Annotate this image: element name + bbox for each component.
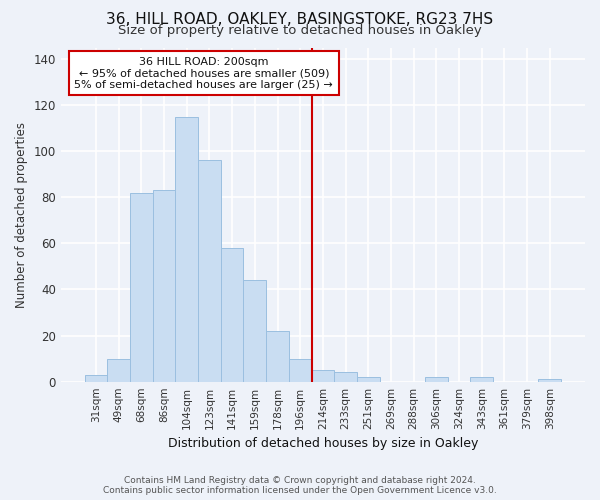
Y-axis label: Number of detached properties: Number of detached properties [15, 122, 28, 308]
Text: 36, HILL ROAD, OAKLEY, BASINGSTOKE, RG23 7HS: 36, HILL ROAD, OAKLEY, BASINGSTOKE, RG23… [106, 12, 494, 28]
Bar [198, 160, 221, 382]
Text: Contains HM Land Registry data © Crown copyright and database right 2024.
Contai: Contains HM Land Registry data © Crown c… [103, 476, 497, 495]
Bar [130, 192, 152, 382]
Bar [244, 280, 266, 382]
Bar [425, 377, 448, 382]
Bar [470, 377, 493, 382]
Bar [221, 248, 244, 382]
Text: Size of property relative to detached houses in Oakley: Size of property relative to detached ho… [118, 24, 482, 37]
Bar [152, 190, 175, 382]
Bar [107, 358, 130, 382]
Bar [175, 116, 198, 382]
Bar [266, 331, 289, 382]
Bar [357, 377, 380, 382]
Bar [85, 375, 107, 382]
Bar [334, 372, 357, 382]
Text: 36 HILL ROAD: 200sqm
← 95% of detached houses are smaller (509)
5% of semi-detac: 36 HILL ROAD: 200sqm ← 95% of detached h… [74, 56, 333, 90]
X-axis label: Distribution of detached houses by size in Oakley: Distribution of detached houses by size … [168, 437, 478, 450]
Bar [311, 370, 334, 382]
Bar [289, 358, 311, 382]
Bar [538, 380, 561, 382]
